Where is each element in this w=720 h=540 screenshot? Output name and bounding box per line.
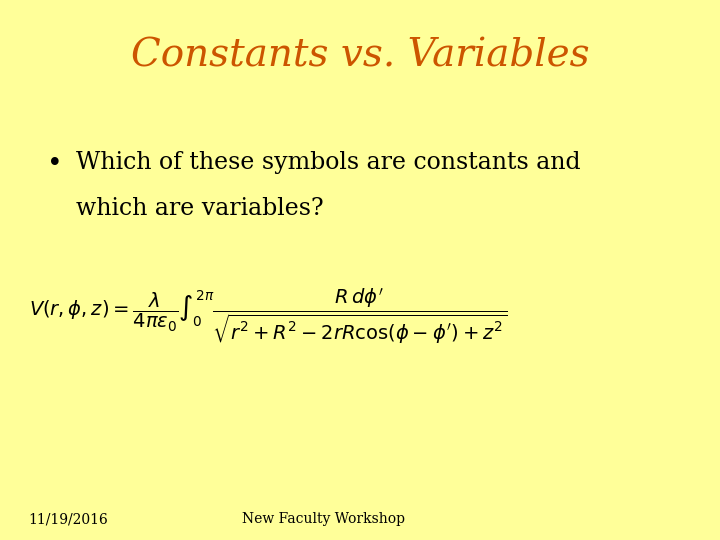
Text: New Faculty Workshop: New Faculty Workshop [243, 512, 405, 526]
Text: which are variables?: which are variables? [76, 197, 323, 220]
Text: Constants vs. Variables: Constants vs. Variables [131, 38, 589, 75]
Text: 11/19/2016: 11/19/2016 [29, 512, 109, 526]
Text: •: • [47, 151, 63, 176]
Text: Which of these symbols are constants and: Which of these symbols are constants and [76, 151, 580, 174]
Text: $V(r,\phi,z) = \dfrac{\lambda}{4\pi\varepsilon_0}\int_0^{2\pi} \dfrac{R\,d\phi^{: $V(r,\phi,z) = \dfrac{\lambda}{4\pi\vare… [29, 286, 507, 346]
